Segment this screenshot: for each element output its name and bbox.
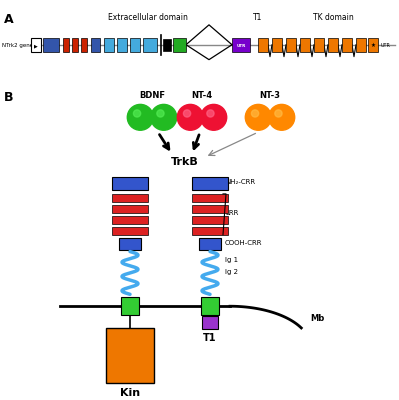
Text: ★: ★: [371, 43, 375, 48]
Bar: [119, 238, 141, 250]
Circle shape: [201, 104, 227, 130]
Bar: [356, 38, 366, 52]
Bar: [272, 38, 282, 52]
Bar: [163, 39, 171, 51]
Bar: [314, 38, 324, 52]
Bar: [286, 38, 296, 52]
Text: BDNF: BDNF: [139, 92, 165, 100]
Circle shape: [177, 104, 203, 130]
Text: TK domain: TK domain: [313, 13, 354, 22]
Circle shape: [251, 110, 259, 117]
Circle shape: [133, 110, 141, 117]
Bar: [112, 227, 148, 235]
Text: ▶: ▶: [34, 43, 38, 48]
Circle shape: [151, 104, 177, 130]
Circle shape: [157, 110, 164, 117]
Bar: [202, 316, 218, 329]
Bar: [63, 38, 69, 52]
Circle shape: [184, 110, 191, 117]
Text: NTrk2 gene: NTrk2 gene: [2, 43, 33, 48]
Text: B: B: [4, 92, 14, 104]
Bar: [173, 38, 186, 52]
Text: LRR: LRR: [225, 210, 238, 216]
Bar: [192, 177, 228, 190]
Bar: [112, 216, 148, 224]
Circle shape: [127, 104, 153, 130]
Text: Ig 1: Ig 1: [225, 258, 238, 264]
Bar: [104, 38, 114, 52]
Bar: [192, 227, 228, 235]
Bar: [143, 38, 157, 52]
Text: UTR: UTR: [381, 43, 391, 48]
Text: COOH-CRR: COOH-CRR: [225, 240, 263, 246]
Text: UTR: UTR: [236, 44, 246, 48]
Bar: [31, 38, 41, 52]
Text: Extracellular domain: Extracellular domain: [108, 13, 188, 22]
Bar: [117, 38, 127, 52]
Bar: [192, 194, 228, 202]
Text: Mb: Mb: [310, 314, 324, 323]
Bar: [72, 38, 78, 52]
Circle shape: [207, 110, 214, 117]
Bar: [112, 194, 148, 202]
Bar: [91, 38, 100, 52]
Bar: [112, 177, 148, 190]
Bar: [81, 38, 87, 52]
Text: T1: T1: [203, 333, 217, 343]
Text: Kin: Kin: [120, 388, 140, 398]
Bar: [121, 297, 139, 315]
Circle shape: [275, 110, 282, 117]
Bar: [43, 38, 59, 52]
Circle shape: [269, 104, 295, 130]
Text: NT-3: NT-3: [259, 92, 280, 100]
Text: A: A: [4, 13, 14, 26]
Bar: [300, 38, 310, 52]
Bar: [258, 38, 268, 52]
Bar: [192, 205, 228, 213]
Bar: [112, 205, 148, 213]
Circle shape: [245, 104, 271, 130]
Bar: [192, 216, 228, 224]
Bar: [201, 297, 219, 315]
Bar: [368, 38, 378, 52]
Bar: [328, 38, 338, 52]
Bar: [106, 328, 154, 383]
Text: TrkB: TrkB: [171, 157, 199, 167]
Bar: [342, 38, 352, 52]
Text: Ig 2: Ig 2: [225, 270, 238, 276]
Bar: [199, 238, 221, 250]
Bar: [130, 38, 140, 52]
Bar: [232, 38, 250, 52]
Text: NH₂-CRR: NH₂-CRR: [225, 179, 255, 185]
Text: T1: T1: [253, 13, 263, 22]
Text: NT-4: NT-4: [192, 92, 213, 100]
